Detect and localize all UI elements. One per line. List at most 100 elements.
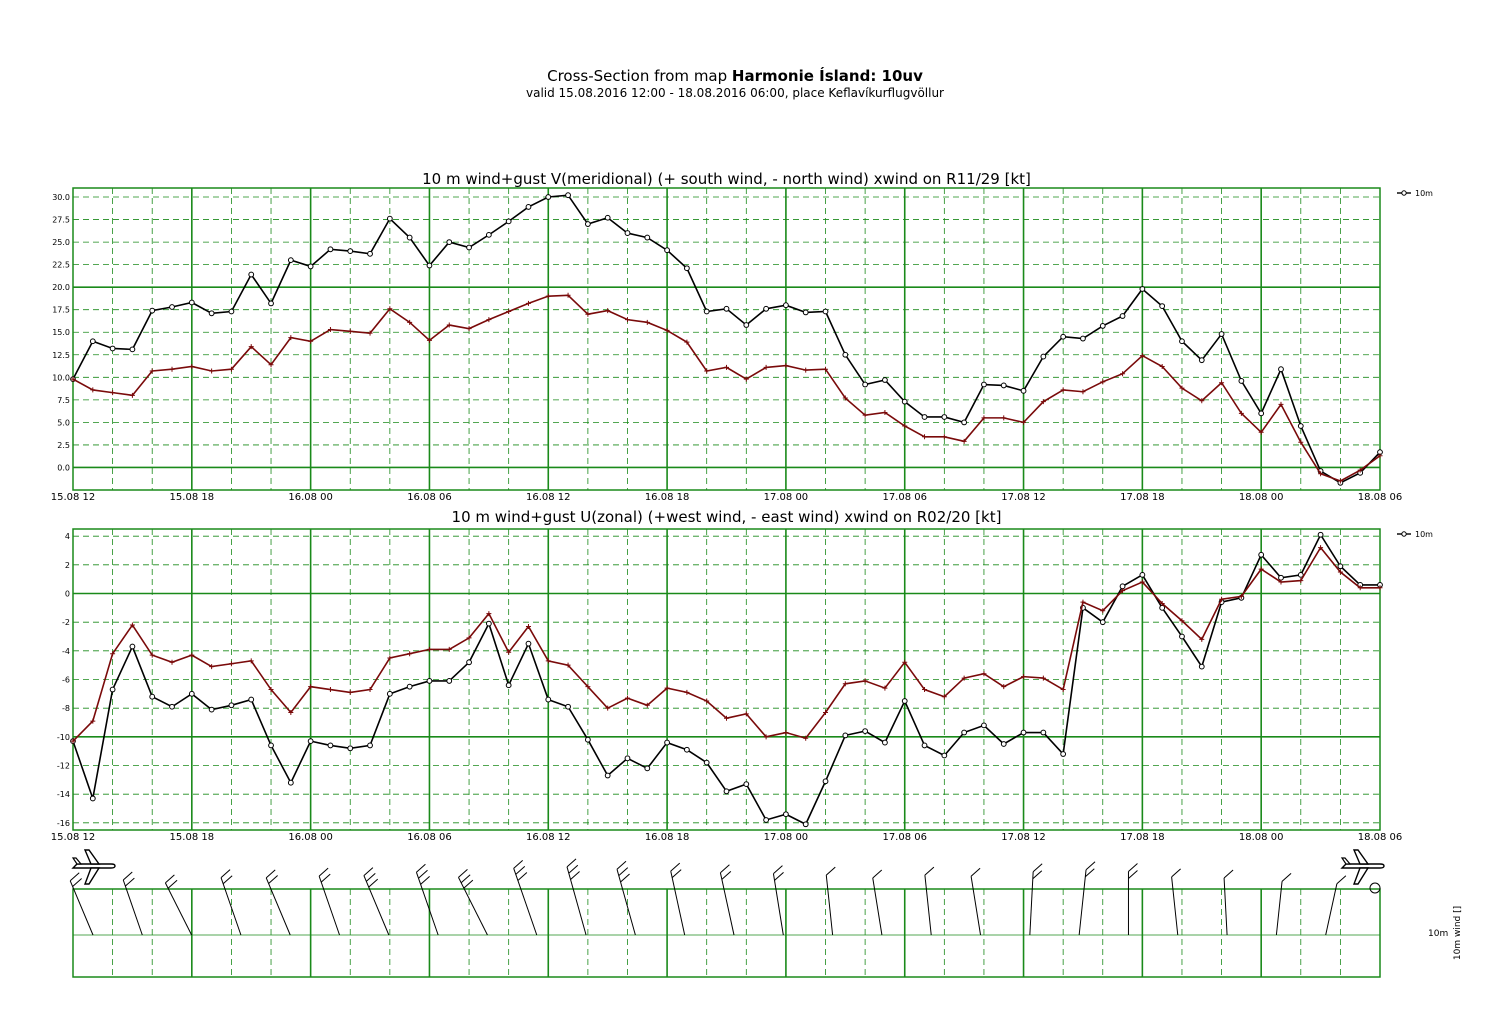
gust-data-point (248, 344, 254, 350)
gust-data-point (1298, 578, 1304, 584)
gust-data-point (743, 376, 749, 382)
wind-data-point (1317, 531, 1324, 538)
gust-data-point (1021, 674, 1027, 680)
gust-data-point (664, 685, 670, 691)
y-tick-label: 20.0 (52, 283, 70, 292)
wind-barb-feather (1032, 863, 1043, 873)
wind-barb-feather (513, 859, 524, 869)
wind-barb-feather (774, 872, 784, 881)
gust-data-point (486, 317, 492, 323)
x-tick-label: 15.08 12 (51, 492, 96, 503)
y-tick-label: 2.5 (57, 441, 70, 450)
wind-data-point (1179, 633, 1185, 640)
gust-data-point (1337, 569, 1343, 575)
wind-data-point (1218, 331, 1225, 337)
gust-data-point (1278, 401, 1284, 407)
gust-data-point (70, 738, 76, 744)
y-tick-label: 25.0 (52, 238, 70, 247)
wind-data-point (129, 346, 136, 353)
y-tick-label: -10 (57, 733, 70, 742)
wind-barb-feather (418, 869, 428, 879)
wind-data-point (1179, 338, 1185, 345)
gust-data-point (90, 718, 96, 724)
wind-barb (1171, 876, 1179, 936)
x-tick-label: 16.08 06 (407, 492, 452, 503)
gust-data-point (684, 339, 690, 345)
y-tick-label: -4 (62, 647, 70, 656)
gust-data-point (308, 684, 314, 690)
wind-data-point (604, 772, 611, 779)
x-tick-label: 17.08 06 (882, 832, 927, 843)
wind-data-point (1040, 729, 1047, 736)
y-tick-label: -14 (57, 790, 70, 799)
wind-data-point (307, 263, 314, 270)
wind-data-point (1337, 563, 1344, 570)
y-tick-label: 0 (65, 590, 70, 599)
wind-data-point (268, 300, 274, 307)
wind-data-point (248, 271, 255, 278)
wind-data-point (921, 742, 928, 749)
gust-data-point (426, 646, 432, 652)
gust-data-point (1357, 467, 1363, 473)
x-tick-label: 18.08 00 (1239, 492, 1284, 503)
wind-barb (1223, 877, 1228, 936)
gust-data-point (1120, 371, 1126, 377)
wind-data-point (1020, 387, 1027, 394)
wind-barb-feather (460, 874, 471, 884)
wind-data-point (208, 706, 215, 713)
gust-data-point (1298, 439, 1304, 445)
wind-barb (458, 877, 488, 936)
wind-data-point (1060, 333, 1067, 340)
x-tick-label: 15.08 18 (170, 832, 215, 843)
wind-barb (772, 873, 784, 936)
x-tick-label: 17.08 00 (764, 492, 809, 503)
wind-barb-feather (72, 878, 82, 887)
gust-data-point (506, 649, 512, 655)
gust-data-point (367, 687, 373, 693)
wind-data-point (307, 738, 314, 745)
gust-data-point (1021, 419, 1027, 425)
wind-data-point (466, 244, 472, 251)
gust-data-point (1100, 608, 1106, 614)
gust-data-point (70, 376, 76, 382)
wind-barb-feather (363, 867, 374, 876)
wind-data-point (842, 732, 849, 739)
gust-data-point (268, 362, 274, 368)
gust-data-point (704, 698, 710, 704)
wind-data-point (188, 690, 195, 697)
wind-barb (265, 877, 291, 936)
wind-data-point (882, 739, 888, 746)
subtitle: valid 15.08.2016 12:00 - 18.08.2016 06:0… (525, 86, 944, 100)
wind-barb-feather (265, 869, 276, 879)
gust-data-point (506, 309, 512, 315)
wind-data-point (961, 729, 968, 736)
chart-panel-1: 10 m wind+gust V(meridional) (+ south wi… (51, 170, 1433, 503)
gust-data-point (387, 655, 393, 661)
gust-data-point (1060, 387, 1066, 393)
gust-data-point (565, 662, 571, 668)
wind-barb-feather (872, 869, 883, 879)
wind-barb-feather (222, 875, 233, 885)
gust-data-point (1159, 601, 1165, 607)
gust-data-point (961, 438, 967, 444)
wind-barb-feather (167, 879, 178, 889)
wind-data-point (268, 742, 274, 749)
gust-data-point (961, 675, 967, 681)
plot-frame (72, 187, 1381, 491)
wind-barb-feather (568, 864, 579, 874)
gust-data-point (981, 671, 987, 677)
gust-data-point (110, 651, 116, 657)
y-tick-label: 4 (65, 532, 70, 541)
wind-barb-feather (1084, 868, 1095, 878)
wind-barb (616, 869, 636, 936)
wind-data-point (466, 659, 472, 666)
y-tick-label: 17.5 (52, 306, 70, 315)
chart-title: 10 m wind+gust V(meridional) (+ south wi… (422, 170, 1031, 188)
wind-barb-feather (1281, 872, 1292, 882)
wind-barb (670, 870, 686, 936)
gust-data-point (1179, 618, 1185, 624)
wind-data-point (981, 381, 987, 388)
gust-data-point (1159, 363, 1165, 369)
gust-data-point (446, 646, 452, 652)
wind-barb-feather (320, 873, 331, 883)
